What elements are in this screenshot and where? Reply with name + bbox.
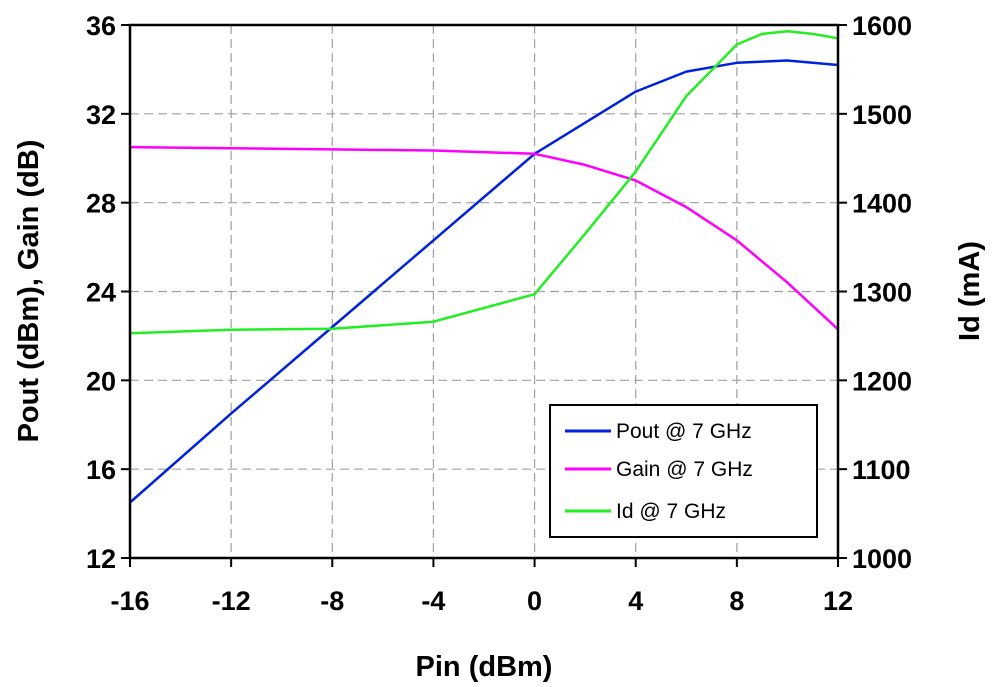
y-left-tick-label: 20 [86, 366, 116, 396]
y-left-tick-label: 16 [86, 455, 116, 485]
y-right-tick-label: 1300 [852, 278, 912, 308]
y-right-tick-label: 1200 [852, 366, 912, 396]
series-lines [129, 29, 839, 504]
legend-label-id: Id @ 7 GHz [616, 500, 726, 523]
series-line-gain [129, 145, 839, 331]
y-left-tick-label: 28 [86, 189, 116, 219]
y-left-tick-label: 12 [86, 544, 116, 574]
legend-label-gain: Gain @ 7 GHz [616, 458, 753, 481]
legend-label-pout: Pout @ 7 GHz [616, 420, 752, 443]
series-line-id [129, 29, 839, 335]
y-right-axis-title: Id (mA) [954, 241, 986, 341]
legend: Pout @ 7 GHz Gain @ 7 GHz Id @ 7 GHz [549, 404, 818, 538]
x-tick-label: -8 [320, 586, 344, 616]
x-tick-label: 4 [628, 586, 643, 616]
series-line-pout [129, 59, 839, 504]
x-tick-label: 8 [729, 586, 744, 616]
y-right-tick-label: 1000 [852, 544, 912, 574]
x-tick-label: -16 [110, 586, 149, 616]
legend-box [549, 404, 818, 538]
y-left-tick-label: 36 [86, 11, 116, 41]
y-right-tick-label: 1100 [852, 455, 911, 485]
ticks [121, 24, 847, 567]
x-tick-label: 12 [823, 586, 853, 616]
y-left-tick-label: 24 [86, 278, 116, 308]
x-axis-title: Pin (dBm) [416, 651, 553, 683]
y-right-tick-label: 1500 [852, 100, 912, 130]
y-right-tick-label: 1400 [852, 189, 912, 219]
grid [130, 25, 838, 558]
y-left-axis-title: Pout (dBm), Gain (dB) [13, 140, 45, 443]
y-right-tick-label: 1600 [852, 11, 912, 41]
tick-labels: -16 -12 -8 -4 0 4 8 12 12 16 20 24 28 32 36 1000 1100 120… [86, 11, 912, 616]
x-tick-label: 0 [527, 586, 542, 616]
y-left-tick-label: 32 [86, 100, 116, 130]
x-tick-label: -4 [421, 586, 445, 616]
x-tick-label: -12 [212, 586, 251, 616]
